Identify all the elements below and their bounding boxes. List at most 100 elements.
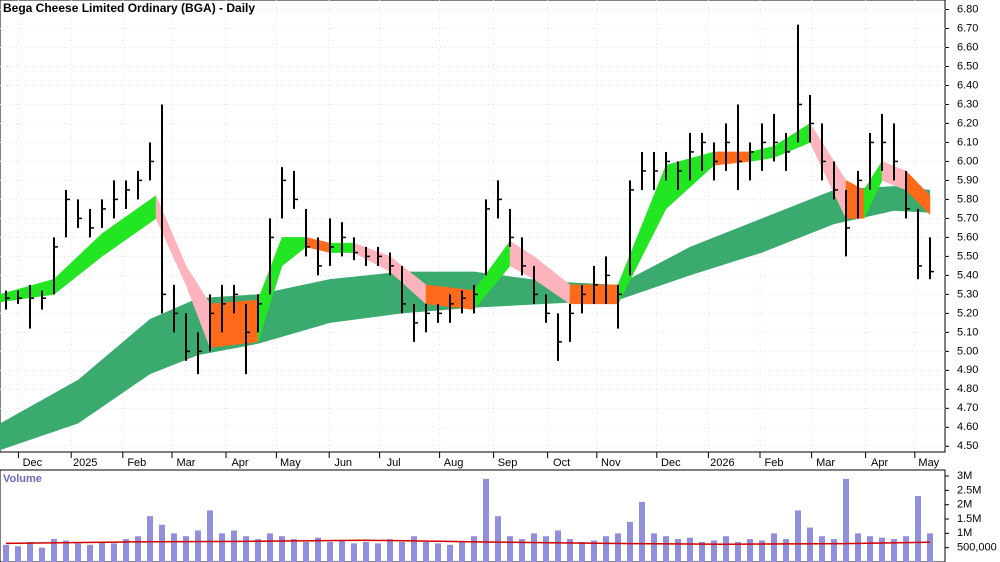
volume-bar bbox=[735, 541, 741, 562]
volume-average bbox=[5, 539, 931, 545]
x-tick-label: Nov bbox=[601, 457, 621, 469]
volume-bar bbox=[423, 541, 429, 562]
x-tick-label: May bbox=[918, 457, 939, 469]
volume-bar bbox=[135, 536, 141, 562]
volume-bar bbox=[639, 501, 645, 562]
x-tick-label: Mar bbox=[177, 457, 196, 469]
volume-bar bbox=[147, 516, 153, 562]
y-tick-label: 500,000 bbox=[957, 542, 997, 554]
volume-bar bbox=[867, 536, 873, 562]
y-tick-label: 6.00 bbox=[957, 155, 978, 167]
volume-bar bbox=[327, 541, 333, 562]
volume-bar bbox=[399, 541, 405, 562]
volume-bar bbox=[771, 533, 777, 562]
volume-bar bbox=[471, 536, 477, 562]
x-tick-label: Mar bbox=[816, 457, 835, 469]
volume-bar bbox=[699, 541, 705, 562]
y-tick-label: 4.90 bbox=[957, 364, 978, 376]
volume-bar bbox=[495, 516, 501, 562]
volume-bar bbox=[555, 530, 561, 562]
volume-bar bbox=[483, 478, 489, 562]
x-tick-label: Feb bbox=[765, 457, 784, 469]
x-tick-label: Jun bbox=[334, 457, 352, 469]
volume-bar bbox=[723, 536, 729, 562]
plot-layer bbox=[0, 0, 945, 562]
x-tick-label: Oct bbox=[553, 457, 570, 469]
volume-bar bbox=[855, 533, 861, 562]
y-tick-label: 2M bbox=[957, 499, 972, 511]
volume-bar bbox=[315, 537, 321, 562]
volume-bar bbox=[663, 536, 669, 562]
volume-bar bbox=[111, 543, 117, 562]
x-tick-label: Jul bbox=[387, 457, 401, 469]
chart-title: Bega Cheese Limited Ordinary (BGA) - Dai… bbox=[3, 1, 255, 15]
volume-bar bbox=[195, 530, 201, 562]
volume-bar bbox=[159, 524, 165, 562]
volume-bar bbox=[291, 539, 297, 562]
y-tick-label: 1M bbox=[957, 527, 972, 539]
x-tick-label: 2026 bbox=[710, 457, 734, 469]
x-tick-label: Feb bbox=[127, 457, 146, 469]
volume-bar bbox=[579, 541, 585, 562]
volume-bar bbox=[567, 539, 573, 562]
y-tick-label: 6.70 bbox=[957, 22, 978, 34]
x-tick-label: 2025 bbox=[73, 457, 97, 469]
x-tick-label: Aug bbox=[444, 457, 464, 469]
y-tick-label: 5.50 bbox=[957, 250, 978, 262]
volume-bar bbox=[795, 510, 801, 562]
volume-bar bbox=[843, 478, 849, 562]
volume-bar bbox=[303, 541, 309, 562]
x-tick-label: Sep bbox=[498, 457, 518, 469]
volume-bar bbox=[807, 527, 813, 562]
volume-bar bbox=[279, 536, 285, 562]
volume-bar bbox=[435, 543, 441, 562]
volume-bar bbox=[519, 539, 525, 562]
y-tick-label: 5.80 bbox=[957, 193, 978, 205]
volume-bar bbox=[711, 540, 717, 562]
x-tick-label: Dec bbox=[23, 457, 43, 469]
y-tick-label: 5.90 bbox=[957, 174, 978, 186]
volume-bar bbox=[447, 544, 453, 562]
volume-bar bbox=[63, 540, 69, 562]
volume-bar bbox=[411, 536, 417, 562]
y-tick-label: 5.70 bbox=[957, 212, 978, 224]
volume-bar bbox=[267, 533, 273, 562]
y-tick-label: 5.00 bbox=[957, 345, 978, 357]
volume-bar bbox=[507, 536, 513, 562]
y-tick-label: 4.50 bbox=[957, 440, 978, 452]
volume-bar bbox=[615, 533, 621, 562]
volume-bar bbox=[255, 539, 261, 562]
volume-bar bbox=[123, 539, 129, 562]
volume-bar bbox=[15, 546, 21, 562]
x-tick-label: Dec bbox=[661, 457, 681, 469]
volume-bar bbox=[219, 533, 225, 562]
volume-bar bbox=[891, 539, 897, 562]
x-tick-label: May bbox=[280, 457, 301, 469]
volume-bar bbox=[75, 543, 81, 562]
volume-bar bbox=[903, 536, 909, 562]
volume-title: Volume bbox=[3, 473, 42, 485]
volume-bar bbox=[231, 530, 237, 562]
y-tick-label: 6.20 bbox=[957, 117, 978, 129]
volume-bar bbox=[603, 536, 609, 562]
x-tick-label: Apr bbox=[231, 457, 248, 469]
volume-bar bbox=[171, 533, 177, 562]
volume-bar bbox=[879, 537, 885, 562]
y-tick-label: 6.60 bbox=[957, 41, 978, 53]
y-tick-label: 6.10 bbox=[957, 136, 978, 148]
y-tick-label: 6.50 bbox=[957, 60, 978, 72]
volume-bar bbox=[27, 541, 33, 562]
x-tick-label: Apr bbox=[871, 457, 888, 469]
y-tick-label: 5.10 bbox=[957, 326, 978, 338]
y-tick-label: 6.30 bbox=[957, 98, 978, 110]
volume-bar bbox=[651, 533, 657, 562]
y-tick-label: 4.80 bbox=[957, 383, 978, 395]
volume-bar bbox=[99, 541, 105, 562]
volume-bar bbox=[351, 543, 357, 562]
y-tick-label: 3M bbox=[957, 470, 972, 482]
volume-bar bbox=[207, 510, 213, 562]
volume-bar bbox=[87, 544, 93, 562]
volume-bar bbox=[459, 541, 465, 562]
volume-bar bbox=[339, 540, 345, 562]
